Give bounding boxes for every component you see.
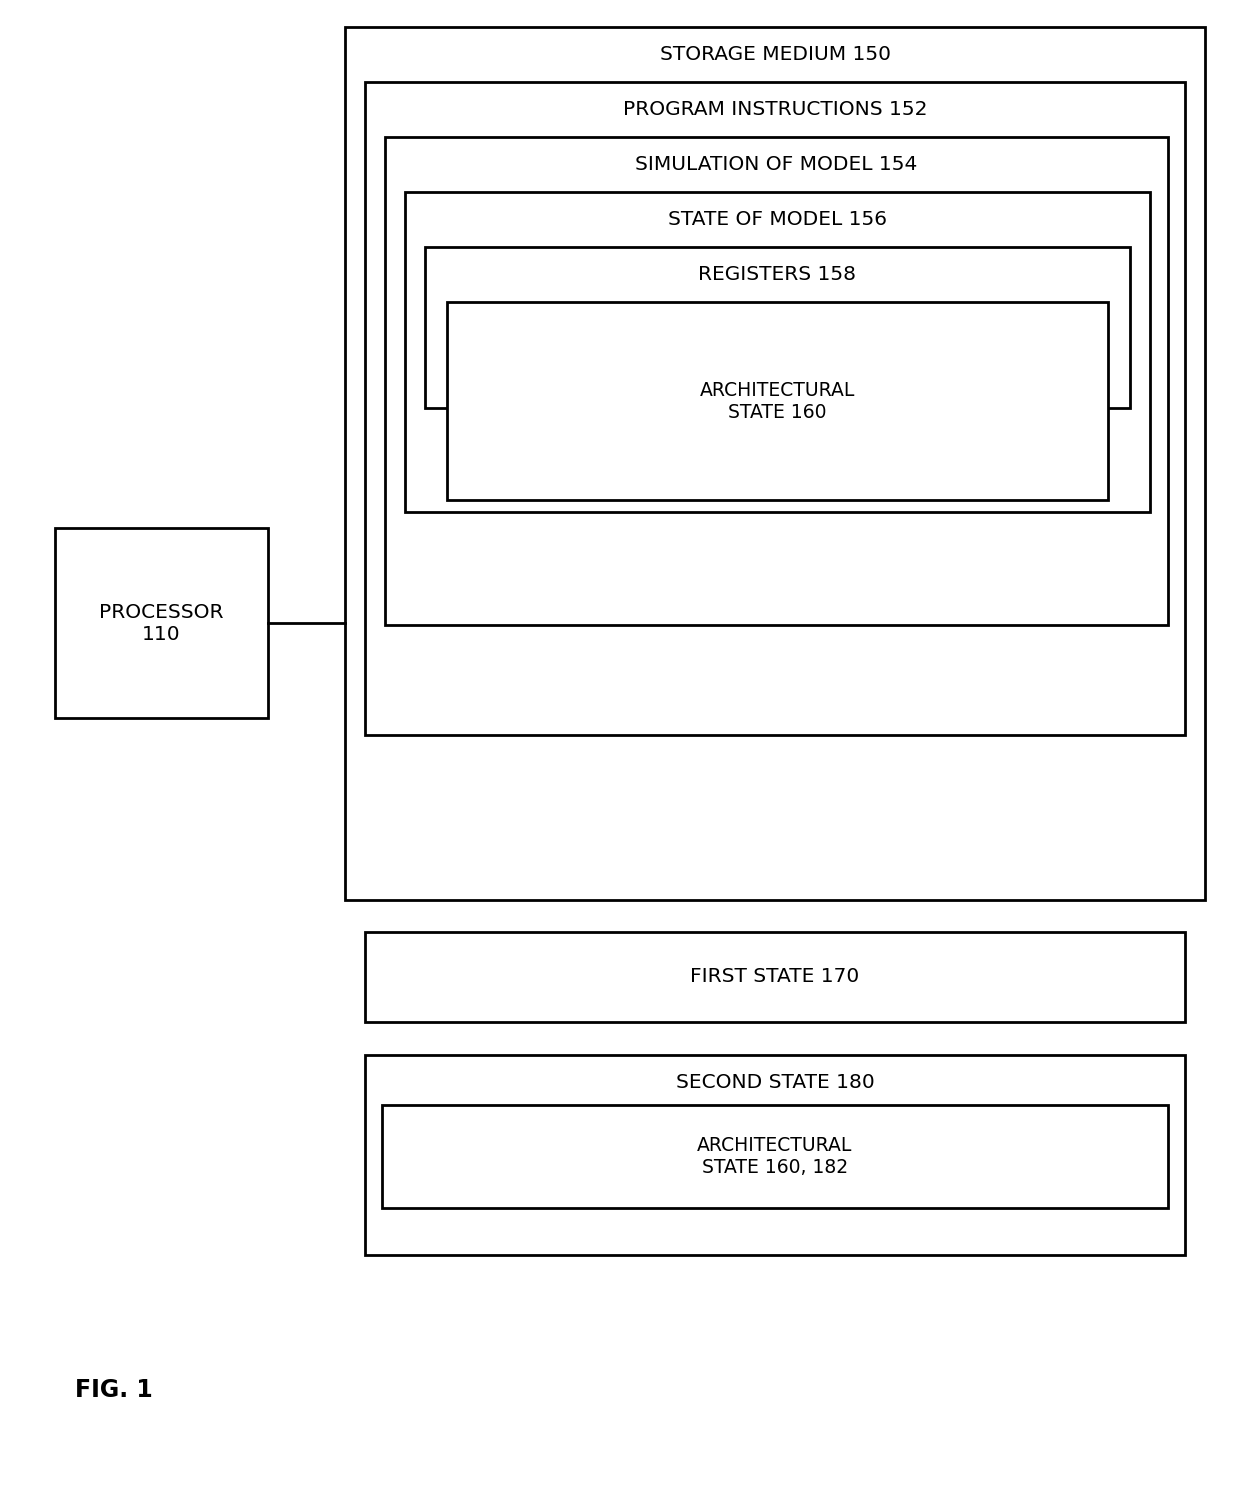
Bar [425,246,1130,407]
Bar [405,192,1149,513]
Bar [365,932,1185,1022]
Text: ARCHITECTURAL
STATE 160, 182: ARCHITECTURAL STATE 160, 182 [697,1136,853,1177]
Bar [446,302,1109,500]
Text: FIRST STATE 170: FIRST STATE 170 [691,968,859,986]
Text: REGISTERS 158: REGISTERS 158 [698,265,857,284]
Text: PROCESSOR
110: PROCESSOR 110 [99,603,223,643]
Text: SIMULATION OF MODEL 154: SIMULATION OF MODEL 154 [635,155,918,174]
Bar [384,137,1168,625]
Bar [382,1105,1168,1208]
Bar [365,1055,1185,1255]
Text: SECOND STATE 180: SECOND STATE 180 [676,1073,874,1093]
Text: ARCHITECTURAL
STATE 160: ARCHITECTURAL STATE 160 [699,380,856,421]
Text: STATE OF MODEL 156: STATE OF MODEL 156 [668,210,887,228]
Text: STORAGE MEDIUM 150: STORAGE MEDIUM 150 [660,45,890,65]
Text: PROGRAM INSTRUCTIONS 152: PROGRAM INSTRUCTIONS 152 [622,101,928,119]
Bar [345,27,1205,900]
Bar [365,83,1185,735]
Text: FIG. 1: FIG. 1 [74,1378,153,1402]
Bar [55,528,268,718]
